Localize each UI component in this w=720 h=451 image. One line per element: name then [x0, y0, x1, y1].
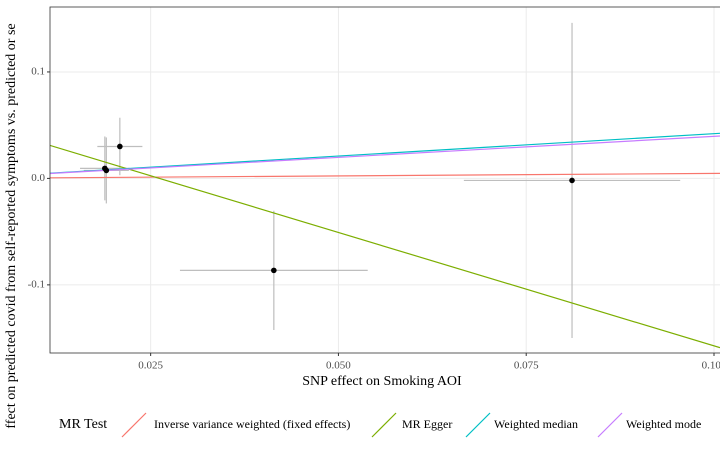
- x-axis-label: SNP effect on Smoking AOI: [302, 374, 462, 389]
- plot-area: [50, 22, 720, 349]
- legend: Inverse variance weighted (fixed effects…: [121, 412, 701, 438]
- x-tick-label: 0.050: [326, 360, 351, 372]
- point: [117, 143, 123, 150]
- y-tick-label: -0.1: [28, 278, 45, 290]
- x-tick-label: 0.100: [702, 360, 720, 372]
- y-axis-label: ffect on predicted covid from self-repor…: [4, 23, 19, 428]
- point: [569, 177, 575, 184]
- y-tick-label: 0.0: [31, 172, 45, 184]
- legend-key: [597, 412, 623, 438]
- point: [271, 267, 277, 274]
- y-tick-label: 0.1: [31, 65, 45, 77]
- legend-key: [371, 412, 397, 438]
- legend-key: [465, 412, 491, 438]
- legend-label: MR Egger: [402, 417, 452, 431]
- regression-line: [50, 172, 720, 179]
- regression-line: [50, 135, 720, 175]
- x-tick-label: 0.025: [138, 360, 163, 372]
- legend-label: Inverse variance weighted (fixed effects…: [154, 417, 350, 431]
- point: [103, 167, 110, 174]
- panel-border: [49, 6, 720, 354]
- regression-line: [50, 144, 720, 349]
- legend-label: Weighted median: [494, 417, 578, 431]
- x-tick-label: 0.075: [514, 360, 539, 372]
- legend-key: [121, 412, 147, 438]
- legend-label: Weighted mode: [626, 417, 701, 431]
- legend-title: MR Test: [59, 417, 107, 432]
- regression-line: [50, 132, 720, 174]
